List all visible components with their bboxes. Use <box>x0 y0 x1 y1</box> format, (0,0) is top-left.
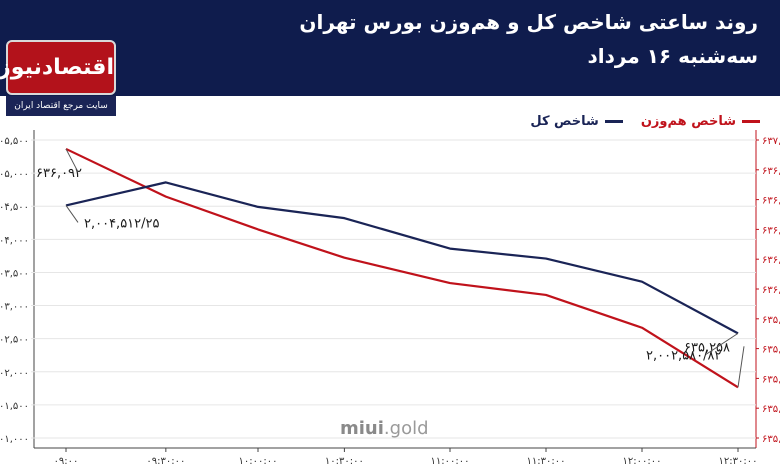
legend-swatch-total-index <box>604 120 623 123</box>
right-tick-label: ۶۳۵,۲۰۰ <box>762 404 780 415</box>
left-tick-label: ۲,۰۰۴,۰۰۰ <box>0 235 29 246</box>
x-tick-label: ۰۹:۰۰ <box>54 456 79 467</box>
x-tick-label: ۱۱:۰۰:۰۰ <box>431 456 470 467</box>
right-tick-label: ۶۳۶,۰۰۰ <box>762 285 780 296</box>
label-leader-line <box>737 346 745 388</box>
x-tick-label: ۱۱:۳۰:۰۰ <box>527 456 566 467</box>
right-tick-label: ۶۳۵,۴۰۰ <box>762 374 780 385</box>
watermark-brand: miui <box>340 418 384 439</box>
x-tick-label: ۱۰:۳۰:۰۰ <box>325 456 364 467</box>
legend-swatch-equal-weight <box>742 120 760 123</box>
legend-item-total-index: شاخص کل <box>530 114 623 129</box>
header-banner: روند ساعتی شاخص کل و هم‌وزن بورس تهران س… <box>0 0 780 96</box>
x-tick-label: ۱۲:۰۰:۰۰ <box>623 456 662 467</box>
left-tick-label: ۲,۰۰۳,۵۰۰ <box>0 268 29 279</box>
data-label: ۲,۰۰۴,۵۱۲/۲۵ <box>84 216 160 231</box>
right-tick-label: ۶۳۶,۲۰۰ <box>762 255 780 266</box>
chart-subtitle: سه‌شنبه ۱۶ مرداد <box>587 44 758 68</box>
right-tick-label: ۶۳۷,۰۰۰ <box>762 136 780 147</box>
left-tick-label: ۲,۰۰۴,۵۰۰ <box>0 202 29 213</box>
chart-legend: شاخص هم‌وزن شاخص کل <box>530 114 760 129</box>
legend-item-equal-weight: شاخص هم‌وزن <box>641 114 760 129</box>
x-tick-label: ۰۹:۳۰:۰۰ <box>146 456 185 467</box>
left-tick-label: ۲,۰۰۵,۵۰۰ <box>0 136 29 147</box>
chart-title: روند ساعتی شاخص کل و هم‌وزن بورس تهران <box>299 10 758 34</box>
right-tick-label: ۶۳۵,۰۰۰ <box>762 434 780 445</box>
left-tick-label: ۲,۰۰۵,۰۰۰ <box>0 169 29 180</box>
data-label: ۶۳۵,۲۵۸ <box>684 340 730 355</box>
watermark: miui.gold <box>340 418 429 439</box>
x-tick-label: ۱۰:۰۰:۰۰ <box>239 456 278 467</box>
left-tick-label: ۲,۰۰۲,۵۰۰ <box>0 335 29 346</box>
logo-tagline: سایت مرجع اقتصاد ایران <box>6 96 116 116</box>
left-tick-label: ۲,۰۰۱,۰۰۰ <box>0 434 29 445</box>
series-line-equal-weight <box>65 147 739 389</box>
data-label: ۶۳۶,۰۹۲ <box>36 166 82 181</box>
label-leader-line <box>705 332 739 355</box>
logo-wordmark: اقتصادنیوز <box>0 40 116 95</box>
right-tick-label: ۶۳۵,۸۰۰ <box>762 315 780 326</box>
left-tick-label: ۲,۰۰۱,۵۰۰ <box>0 401 29 412</box>
legend-label-equal-weight: شاخص هم‌وزن <box>640 114 736 129</box>
left-tick-label: ۲,۰۰۳,۰۰۰ <box>0 302 29 313</box>
label-leader-line <box>65 205 79 223</box>
right-tick-label: ۶۳۶,۴۰۰ <box>762 225 780 236</box>
series-line-total-index <box>65 181 739 335</box>
label-leader-line <box>65 148 79 173</box>
right-tick-label: ۶۳۶,۸۰۰ <box>762 166 780 177</box>
legend-label-total-index: شاخص کل <box>530 114 599 129</box>
right-tick-label: ۶۳۶,۶۰۰ <box>762 196 780 207</box>
data-label: ۲,۰۰۲,۵۸۰/۸۲ <box>646 348 722 363</box>
x-tick-label: ۱۲:۳۰:۰۰ <box>719 456 758 467</box>
brand-logo: اقتصادنیوز سایت مرجع اقتصاد ایران <box>0 40 116 116</box>
right-tick-label: ۶۳۵,۶۰۰ <box>762 345 780 356</box>
watermark-suffix: .gold <box>383 418 429 439</box>
left-tick-label: ۲,۰۰۲,۰۰۰ <box>0 368 29 379</box>
